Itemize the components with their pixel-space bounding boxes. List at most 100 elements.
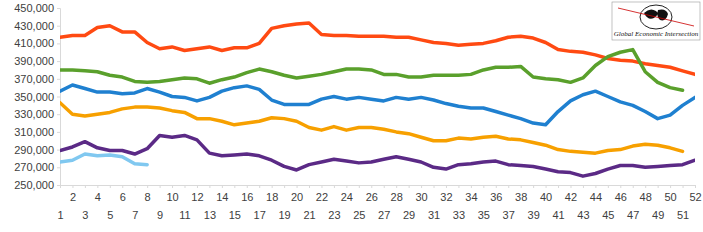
x-tick-label: 12 [191, 191, 203, 203]
x-tick-label: 36 [490, 191, 502, 203]
x-tick: 23 [328, 185, 340, 221]
x-tick: 19 [278, 185, 290, 221]
x-tick-label: 28 [391, 191, 403, 203]
x-axis-line [61, 186, 696, 189]
y-tick-label: 310,000 [14, 126, 54, 138]
x-tick-mark [346, 185, 347, 188]
x-tick-label: 26 [366, 191, 378, 203]
x-tick-mark [446, 185, 447, 188]
x-tick-label: 20 [291, 191, 303, 203]
x-tick-label: 40 [540, 191, 552, 203]
x-tick-mark [209, 185, 210, 188]
y-tick: 450,000 [14, 2, 60, 14]
x-tick-mark [259, 185, 260, 188]
x-tick-mark [160, 185, 161, 188]
x-tick-mark [272, 185, 273, 188]
logo: Global Economic Intersection [612, 2, 700, 40]
series-group [60, 23, 695, 176]
x-tick-label: 11 [179, 209, 190, 221]
logo-arrow [618, 8, 694, 26]
x-tick-mark [172, 185, 173, 188]
y-tick: 270,000 [14, 161, 60, 173]
x-tick-mark [496, 185, 497, 188]
x-tick: 32 [440, 185, 452, 203]
x-tick: 38 [515, 185, 527, 203]
x-tick-mark [570, 185, 571, 188]
x-tick-mark [185, 185, 186, 188]
x-tick-label: 1 [57, 209, 63, 221]
x-tick: 50 [664, 185, 676, 203]
x-tick-label: 34 [465, 191, 477, 203]
x-tick: 29 [403, 185, 415, 221]
x-tick-label: 41 [552, 209, 564, 221]
y-tick-label: 390,000 [14, 55, 54, 67]
x-tick: 12 [191, 185, 203, 203]
x-tick-label: 22 [316, 191, 328, 203]
x-axis: 1234567891011121314151617181920212223242… [57, 185, 701, 221]
y-tick-mark [57, 26, 60, 27]
y-axis: 250,000270,000290,000310,000330,000350,0… [14, 2, 60, 191]
x-tick-label: 45 [602, 209, 614, 221]
y-tick: 350,000 [14, 91, 60, 103]
x-tick: 34 [465, 185, 477, 203]
x-tick-mark [595, 185, 596, 188]
x-tick-mark [309, 185, 310, 188]
x-tick-label: 8 [145, 191, 151, 203]
x-tick-mark [683, 185, 684, 188]
x-tick-label: 10 [166, 191, 178, 203]
x-tick: 43 [577, 185, 589, 221]
x-tick-mark [670, 185, 671, 188]
x-tick: 28 [391, 185, 403, 203]
x-tick: 6 [120, 185, 126, 203]
y-tick-mark [57, 114, 60, 115]
x-tick: 8 [145, 185, 151, 203]
x-tick: 17 [254, 185, 266, 221]
x-tick: 14 [216, 185, 228, 203]
y-tick-label: 410,000 [14, 37, 54, 49]
x-tick-mark [197, 185, 198, 188]
x-tick-mark [110, 185, 111, 188]
x-tick-mark [583, 185, 584, 188]
x-tick-label: 51 [677, 209, 689, 221]
x-tick-mark [695, 185, 696, 188]
x-tick-label: 15 [229, 209, 241, 221]
x-tick: 35 [478, 185, 490, 221]
x-tick-mark [483, 185, 484, 188]
x-tick-mark [135, 185, 136, 188]
x-tick-mark [434, 185, 435, 188]
x-tick: 51 [677, 185, 689, 221]
x-tick-label: 4 [95, 191, 101, 203]
x-tick-label: 27 [378, 209, 390, 221]
x-tick-label: 50 [664, 191, 676, 203]
x-tick: 44 [590, 185, 602, 203]
x-tick-label: 3 [82, 209, 88, 221]
x-tick-mark [658, 185, 659, 188]
x-tick: 10 [166, 185, 178, 203]
y-tick: 290,000 [14, 144, 60, 156]
x-tick: 39 [528, 185, 540, 221]
x-tick-label: 47 [627, 209, 639, 221]
x-tick-mark [396, 185, 397, 188]
x-tick-label: 31 [428, 209, 440, 221]
x-tick-mark [97, 185, 98, 188]
x-tick-mark [60, 185, 61, 188]
x-tick: 18 [266, 185, 278, 203]
x-tick-mark [546, 185, 547, 188]
x-tick: 5 [107, 185, 113, 221]
x-tick-label: 30 [415, 191, 427, 203]
x-tick-mark [147, 185, 148, 188]
x-tick-label: 52 [689, 191, 701, 203]
y-tick: 330,000 [14, 108, 60, 120]
y-tick-mark [57, 8, 60, 9]
x-tick: 2 [70, 185, 76, 203]
x-tick-label: 46 [615, 191, 627, 203]
x-tick: 9 [157, 185, 163, 221]
x-tick: 31 [428, 185, 440, 221]
x-tick-label: 21 [303, 209, 315, 221]
x-tick: 26 [366, 185, 378, 203]
y-tick-mark [57, 150, 60, 151]
x-tick-label: 44 [590, 191, 602, 203]
x-tick-mark [458, 185, 459, 188]
x-tick: 16 [241, 185, 253, 203]
x-tick-label: 43 [577, 209, 589, 221]
